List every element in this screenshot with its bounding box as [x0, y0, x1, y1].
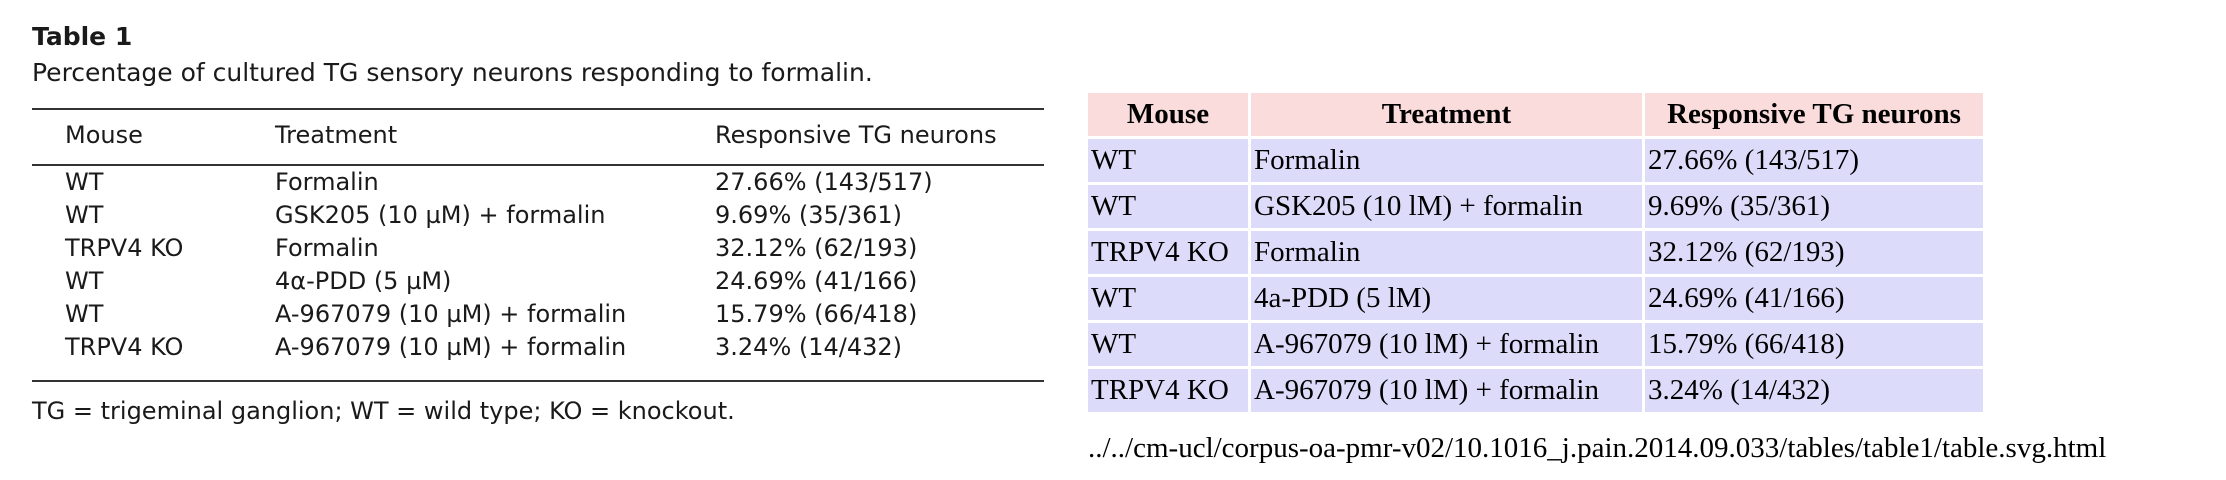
cell-responsive: 32.12% (62/193)	[715, 234, 918, 262]
table-caption: Percentage of cultured TG sensory neuron…	[32, 58, 873, 87]
cell-treatment: GSK205 (10 µM) + formalin	[275, 201, 606, 229]
cell-treatment: 4α-PDD (5 µM)	[275, 267, 452, 295]
table-row: WT A-967079 (10 µM) + formalin 15.79% (6…	[32, 298, 1044, 331]
rendered-table-row: WT Formalin 27.66% (143/517)	[1088, 139, 1983, 182]
cell-mouse: WT	[65, 168, 104, 196]
rendered-cell-mouse: WT	[1088, 139, 1248, 182]
rendered-table-row: TRPV4 KO Formalin 32.12% (62/193)	[1088, 231, 1983, 274]
header-rule	[32, 164, 1044, 166]
cell-treatment: A-967079 (10 µM) + formalin	[275, 300, 627, 328]
cell-mouse: WT	[65, 267, 104, 295]
header-responsive: Responsive TG neurons	[715, 121, 997, 149]
header-treatment: Treatment	[275, 121, 398, 149]
rendered-cell-mouse: TRPV4 KO	[1088, 231, 1248, 274]
paper-table-panel: Table 1 Percentage of cultured TG sensor…	[32, 20, 1072, 426]
top-rule	[32, 108, 1044, 110]
cell-mouse: TRPV4 KO	[65, 234, 184, 262]
file-path-text: ../../cm-ucl/corpus-oa-pmr-v02/10.1016_j…	[1088, 432, 2107, 464]
cell-responsive: 3.24% (14/432)	[715, 333, 903, 361]
cell-responsive: 15.79% (66/418)	[715, 300, 918, 328]
rendered-cell-treatment: GSK205 (10 lM) + formalin	[1251, 185, 1642, 228]
table-row: TRPV4 KO A-967079 (10 µM) + formalin 3.2…	[32, 331, 1044, 364]
rendered-cell-responsive: 32.12% (62/193)	[1645, 231, 1983, 274]
paper-table: Mouse Treatment Responsive TG neurons WT…	[32, 110, 1044, 364]
bottom-rule	[32, 380, 1044, 382]
rendered-cell-treatment: A-967079 (10 lM) + formalin	[1251, 323, 1642, 366]
table-row: WT 4α-PDD (5 µM) 24.69% (41/166)	[32, 265, 1044, 298]
rendered-cell-responsive: 3.24% (14/432)	[1645, 369, 1983, 412]
rendered-cell-mouse: WT	[1088, 323, 1248, 366]
rendered-cell-responsive: 27.66% (143/517)	[1645, 139, 1983, 182]
cell-treatment: Formalin	[275, 168, 379, 196]
cell-mouse: WT	[65, 300, 104, 328]
rendered-header-row: Mouse Treatment Responsive TG neurons	[1088, 93, 1983, 136]
cell-responsive: 24.69% (41/166)	[715, 267, 918, 295]
rendered-table-row: WT 4a-PDD (5 lM) 24.69% (41/166)	[1088, 277, 1983, 320]
rendered-cell-treatment: Formalin	[1251, 139, 1642, 182]
rendered-cell-responsive: 9.69% (35/361)	[1645, 185, 1983, 228]
table-row: WT Formalin 27.66% (143/517)	[32, 166, 1044, 199]
rendered-header-mouse: Mouse	[1088, 93, 1248, 136]
rendered-cell-mouse: TRPV4 KO	[1088, 369, 1248, 412]
cell-mouse: TRPV4 KO	[65, 333, 184, 361]
rendered-table-row: WT GSK205 (10 lM) + formalin 9.69% (35/3…	[1088, 185, 1983, 228]
header-row: Mouse Treatment Responsive TG neurons	[32, 110, 1044, 158]
rendered-table-panel: Mouse Treatment Responsive TG neurons WT…	[1085, 90, 1986, 415]
rendered-cell-treatment: 4a-PDD (5 lM)	[1251, 277, 1642, 320]
table-title: Table 1	[32, 22, 133, 51]
header-mouse: Mouse	[65, 121, 143, 149]
rendered-header-treatment: Treatment	[1251, 93, 1642, 136]
rendered-cell-responsive: 15.79% (66/418)	[1645, 323, 1983, 366]
rendered-cell-responsive: 24.69% (41/166)	[1645, 277, 1983, 320]
rendered-cell-mouse: WT	[1088, 185, 1248, 228]
cell-responsive: 27.66% (143/517)	[715, 168, 933, 196]
rendered-cell-treatment: A-967079 (10 lM) + formalin	[1251, 369, 1642, 412]
table-row: TRPV4 KO Formalin 32.12% (62/193)	[32, 232, 1044, 265]
rendered-table-row: WT A-967079 (10 lM) + formalin 15.79% (6…	[1088, 323, 1983, 366]
rendered-header-responsive: Responsive TG neurons	[1645, 93, 1983, 136]
cell-responsive: 9.69% (35/361)	[715, 201, 903, 229]
cell-treatment: A-967079 (10 µM) + formalin	[275, 333, 627, 361]
rendered-cell-mouse: WT	[1088, 277, 1248, 320]
table-row: WT GSK205 (10 µM) + formalin 9.69% (35/3…	[32, 199, 1044, 232]
rendered-table: Mouse Treatment Responsive TG neurons WT…	[1085, 90, 1986, 415]
cell-mouse: WT	[65, 201, 104, 229]
rendered-table-row: TRPV4 KO A-967079 (10 lM) + formalin 3.2…	[1088, 369, 1983, 412]
rendered-cell-treatment: Formalin	[1251, 231, 1642, 274]
cell-treatment: Formalin	[275, 234, 379, 262]
table-footnote: TG = trigeminal ganglion; WT = wild type…	[32, 397, 735, 425]
